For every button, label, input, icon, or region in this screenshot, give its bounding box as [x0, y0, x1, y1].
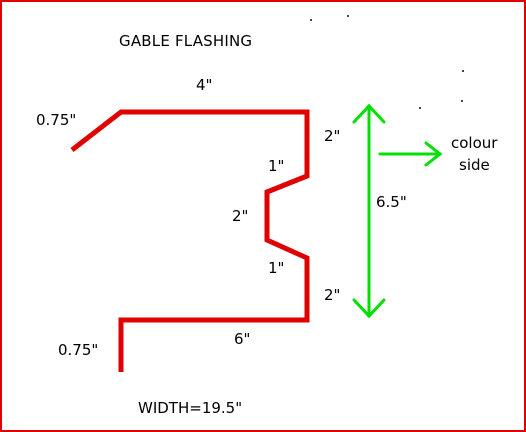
speck	[462, 70, 464, 72]
dim-left-hem-top: 0.75"	[36, 111, 77, 129]
speck	[419, 107, 421, 109]
colour-side-label-line2: side	[459, 156, 490, 174]
diagram-title: GABLE FLASHING	[119, 32, 253, 50]
speck	[461, 100, 463, 102]
colour-side-arrow	[378, 141, 443, 167]
speck	[347, 15, 349, 17]
dim-overall-height: 6.5"	[376, 193, 407, 211]
height-dimension-arrow	[352, 103, 386, 319]
dim-left-hem-bottom: 0.75"	[58, 341, 99, 359]
speck	[310, 19, 312, 21]
dim-lower-drop: 2"	[324, 286, 341, 304]
dim-bottom-length: 6"	[234, 330, 251, 348]
total-width-label: WIDTH=19.5"	[138, 399, 243, 417]
flashing-profile	[70, 109, 310, 372]
colour-side-label-line1: colour	[451, 134, 498, 152]
dim-upper-step: 1"	[268, 157, 285, 175]
dim-upper-drop: 2"	[324, 127, 341, 145]
dim-top-length: 4"	[196, 76, 213, 94]
dim-lower-step: 1"	[268, 259, 285, 277]
dim-middle: 2"	[232, 207, 249, 225]
